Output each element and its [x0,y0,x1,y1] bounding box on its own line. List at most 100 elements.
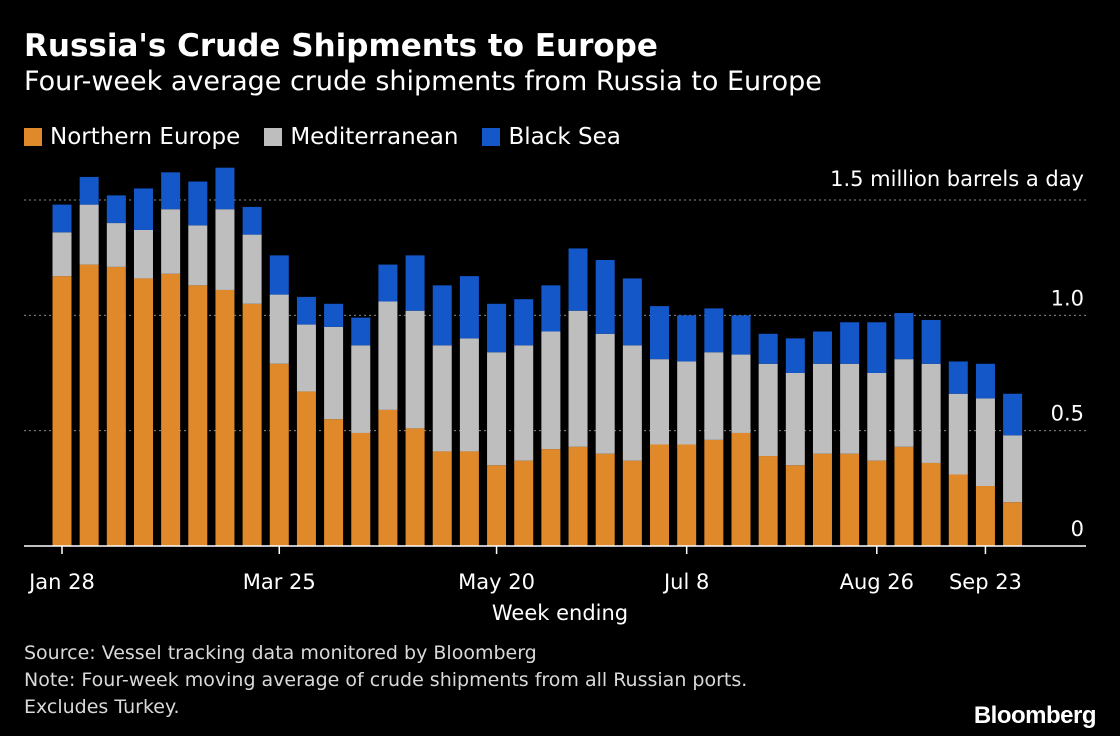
bar-northern-europe [622,460,642,546]
bar-mediterranean [650,359,670,445]
bar-northern-europe [921,462,941,546]
bar-northern-europe [1003,502,1023,546]
bar-mediterranean [731,354,751,433]
bar-mediterranean [106,223,126,267]
bar-black-sea [568,248,588,311]
bar-black-sea [894,313,914,360]
bar-black-sea [106,195,126,224]
bar-northern-europe [405,428,425,546]
bar-mediterranean [921,363,941,463]
bar-mediterranean [351,345,371,433]
legend-swatch-northern-europe [24,128,42,146]
bar-black-sea [514,299,534,346]
bar-northern-europe [351,432,371,546]
bar-mediterranean [704,352,724,440]
bar-black-sea [867,322,887,373]
bar-mediterranean [894,359,914,447]
x-tick-label: May 20 [458,570,535,594]
bar-mediterranean [133,229,153,279]
bar-black-sea [758,333,778,364]
bar-mediterranean [405,310,425,429]
bar-black-sea [1003,393,1023,436]
x-tick-label: Jul 8 [662,570,709,594]
bar-mediterranean [541,331,561,450]
chart-title: Russia's Crude Shipments to Europe [24,28,658,64]
bar-northern-europe [948,474,968,546]
bar-chart: 0 0.5 1.0 1.5 million barrels a day Jan 28 Ma… [24,167,1086,625]
bar-black-sea [622,278,642,346]
bar-northern-europe [568,446,588,546]
bar-northern-europe [758,456,778,546]
bar-black-sea [840,322,860,364]
legend-swatch-black-sea [482,128,501,146]
bar-mediterranean [52,232,72,277]
bar-black-sea [351,317,371,346]
bar-mediterranean [432,345,452,452]
bar-northern-europe [541,449,561,546]
bar-northern-europe [459,451,479,546]
bar-mediterranean [758,363,778,457]
y-tick-label: 0 [1071,517,1084,541]
legend-label-black-sea: Black Sea [508,124,621,150]
bar-black-sea [704,308,724,353]
bar-northern-europe [296,391,316,546]
legend-item-northern-europe: Northern Europe [24,124,240,150]
bar-northern-europe [731,432,751,546]
legend-swatch-mediterranean [264,128,283,146]
bar-mediterranean [948,393,968,475]
bar-black-sea [921,319,941,364]
bar-black-sea [52,204,72,233]
bar-mediterranean [514,345,534,461]
bar-black-sea [541,285,561,332]
bar-northern-europe [867,460,887,546]
footnote-line-2: Excludes Turkey. [24,696,180,718]
bar-mediterranean [975,398,995,487]
bar-black-sea [242,206,262,235]
bar-mediterranean [378,301,398,410]
bar-mediterranean [785,373,805,466]
bar-mediterranean [215,209,235,290]
bar-black-sea [650,306,670,360]
bar-black-sea [161,172,181,210]
bar-mediterranean [242,234,262,304]
x-tick-label: Mar 25 [243,570,316,594]
bar-northern-europe [487,465,507,546]
bar-northern-europe [269,363,289,546]
bar-black-sea [487,303,507,353]
bar-black-sea [324,303,344,327]
bar-black-sea [296,296,316,325]
bar-northern-europe [242,303,262,546]
bar-black-sea [595,259,615,334]
bar-black-sea [405,255,425,311]
bar-black-sea [731,315,751,355]
bar-black-sea [79,176,99,205]
bar-black-sea [215,167,235,210]
bar-black-sea [785,338,805,373]
bar-northern-europe [595,453,615,546]
bar-northern-europe [79,264,99,546]
bar-northern-europe [324,419,344,546]
chart-subtitle: Four-week average crude shipments from R… [24,66,822,97]
bar-northern-europe [677,444,697,546]
bar-mediterranean [867,373,887,461]
bar-northern-europe [432,451,452,546]
bar-northern-europe [133,278,153,546]
bar-mediterranean [840,363,860,454]
bar-northern-europe [840,453,860,546]
y-tick-label: 0.5 [1051,402,1084,426]
legend-item-black-sea: Black Sea [482,124,621,150]
x-tick-label: Aug 26 [840,570,914,594]
bar-northern-europe [785,465,805,546]
bar-northern-europe [215,289,235,546]
bar-mediterranean [324,326,344,420]
bar-mediterranean [812,363,832,454]
bar-black-sea [133,188,153,230]
bloomberg-logo: Bloomberg [973,702,1097,729]
bar-mediterranean [161,209,181,274]
bar-black-sea [677,315,697,362]
bar-northern-europe [378,409,398,546]
x-tick-label: Jan 28 [27,570,95,594]
bar-northern-europe [704,439,724,546]
source-note: Source: Vessel tracking data monitored b… [24,642,537,664]
bar-mediterranean [677,361,697,445]
